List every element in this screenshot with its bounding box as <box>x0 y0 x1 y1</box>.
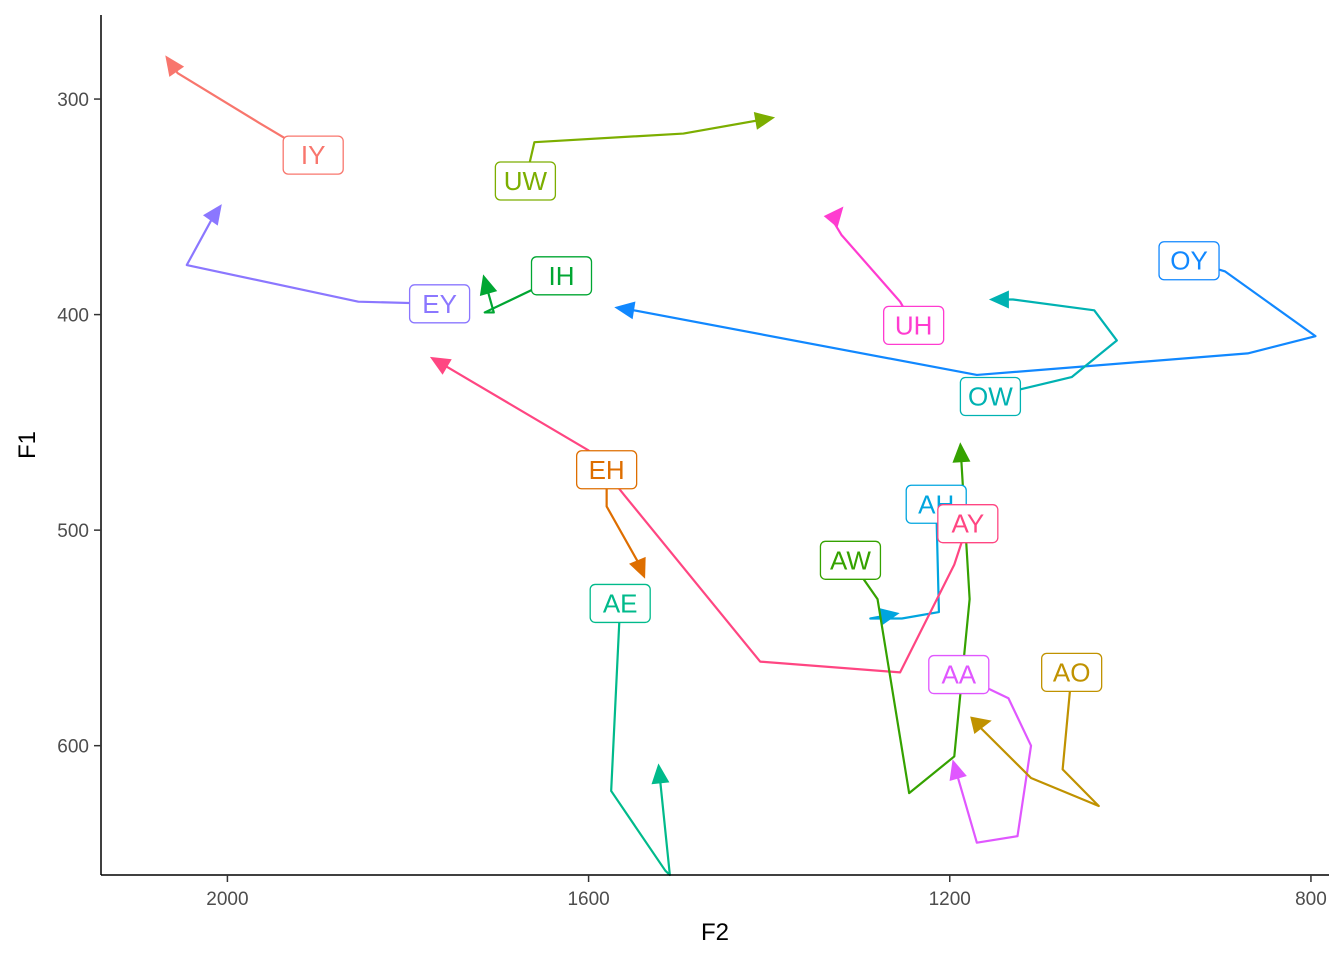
arrowhead-ae <box>651 763 670 785</box>
trajectory-ay <box>434 358 969 674</box>
label-aa: AA <box>928 654 990 695</box>
trajectory-ey <box>185 208 440 305</box>
x-tick-label: 2000 <box>206 889 248 910</box>
y-tick-label: 500 <box>57 521 89 542</box>
label-oy: OY <box>1158 241 1220 281</box>
label-text-ey: EY <box>422 289 457 319</box>
arrowhead-ih <box>479 274 498 297</box>
label-iy: IY <box>282 135 344 175</box>
x-axis-title: F2 <box>701 919 729 946</box>
x-tick-label: 1600 <box>567 889 609 910</box>
arrowhead-ow <box>988 290 1009 309</box>
trajectory-uw <box>524 117 770 182</box>
arrowhead-aw <box>952 442 971 463</box>
y-axis-title: F1 <box>14 431 41 459</box>
label-text-oy: OY <box>1170 246 1208 276</box>
label-box-ih <box>530 256 593 296</box>
arrowhead-iy <box>165 55 185 77</box>
y-tick-label: 400 <box>57 306 89 327</box>
label-box-ay <box>937 504 999 544</box>
label-box-ey <box>408 284 471 324</box>
y-tick-label: 600 <box>57 737 89 758</box>
label-text-ao: AO <box>1053 657 1091 687</box>
trajectory-ih <box>483 274 562 314</box>
trajectory-ow <box>990 298 1118 398</box>
trajectory-ah <box>869 504 941 620</box>
arrowhead-eh <box>629 556 646 579</box>
arrowhead-ao <box>970 716 992 734</box>
label-ae: AE <box>589 583 651 624</box>
label-box-uh <box>882 305 945 346</box>
label-aw: AW <box>819 540 882 580</box>
label-box-uw <box>494 161 557 201</box>
label-ey: EY <box>408 284 471 324</box>
label-text-aw: AW <box>830 545 871 575</box>
arrowhead-uw <box>753 112 776 130</box>
label-uw: UW <box>494 161 557 201</box>
arrowhead-ah <box>878 607 900 626</box>
arrowhead-ay <box>429 356 452 375</box>
label-text-ae: AE <box>603 588 638 618</box>
label-box-ow <box>959 376 1022 417</box>
label-ow: OW <box>959 376 1022 417</box>
label-text-iy: IY <box>301 140 326 170</box>
label-eh: EH <box>575 450 638 490</box>
trajectory-aw <box>849 448 971 795</box>
arrowhead-ey <box>202 204 222 226</box>
x-tick-label: 800 <box>1295 889 1327 910</box>
label-text-uw: UW <box>504 166 548 196</box>
label-box-aw <box>819 540 882 580</box>
label-ao: AO <box>1041 652 1103 693</box>
label-text-uh: UH <box>895 310 933 340</box>
label-box-ao <box>1041 652 1103 693</box>
label-box-eh <box>575 450 638 490</box>
arrowhead-oy <box>614 301 636 320</box>
y-tick-label: 300 <box>57 90 89 111</box>
label-box-aa <box>928 654 990 695</box>
label-text-ih: IH <box>549 261 575 291</box>
label-text-ay: AY <box>951 509 984 539</box>
label-box-oy <box>1158 241 1220 281</box>
trajectory-ae <box>610 603 671 877</box>
x-tick-label: 1200 <box>929 889 971 910</box>
label-uh: UH <box>882 305 945 346</box>
axes <box>100 15 1329 876</box>
label-box-ae <box>589 583 651 624</box>
arrowhead-aa <box>949 759 967 782</box>
ticks: 2000 1600 1200 800 300 400 500 600 <box>57 90 1326 910</box>
label-ay: AY <box>937 504 999 544</box>
label-text-aa: AA <box>941 660 976 690</box>
plot-area <box>165 55 1317 877</box>
label-ih: IH <box>530 256 593 296</box>
label-text-ow: OW <box>968 382 1013 412</box>
label-box-iy <box>282 135 344 175</box>
arrowhead-uh <box>823 206 844 228</box>
label-text-eh: EH <box>589 455 625 485</box>
trajectory-aa <box>953 673 1033 844</box>
